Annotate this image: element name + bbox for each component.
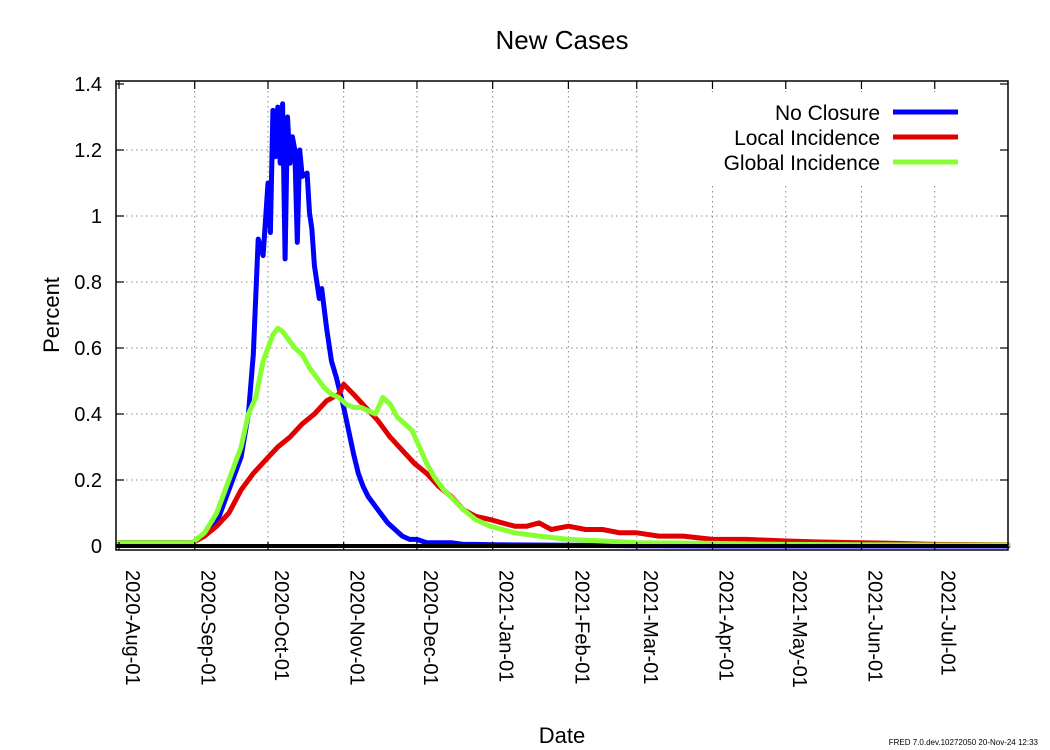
legend-label-2: Local Incidence <box>734 127 880 150</box>
y-tick-label: 0.8 <box>74 272 102 294</box>
x-axis-label: Date <box>539 723 585 748</box>
y-axis-label: Percent <box>39 277 64 353</box>
y-tick-label: 0.2 <box>74 470 102 492</box>
y-tick-label: 1.4 <box>74 74 102 96</box>
y-tick-label: 1.2 <box>74 140 102 162</box>
y-tick-label: 0 <box>91 536 102 558</box>
footer-credit: FRED 7.0.dev.10272050 20-Nov-24 12:33 <box>889 738 1039 747</box>
x-tick-label: 2021-May-01 <box>788 570 810 688</box>
x-tick-label: 2020-Oct-01 <box>270 570 292 681</box>
y-tick-label: 0.4 <box>74 404 102 426</box>
legend-label-3: Global Incidence <box>724 152 880 175</box>
x-tick-label: 2021-Jun-01 <box>863 570 885 682</box>
x-tick-label: 2021-Feb-01 <box>570 570 592 685</box>
y-tick-label: 1 <box>91 206 102 228</box>
x-tick-label: 2020-Nov-01 <box>346 570 368 686</box>
x-tick-label: 2021-Apr-01 <box>714 570 736 681</box>
x-tick-label: 2021-Mar-01 <box>639 570 661 685</box>
legend-label-1: No Closure <box>775 102 880 125</box>
series-line-3 <box>116 325 1011 548</box>
y-tick-label: 0.6 <box>74 338 102 360</box>
x-tick-label: 2020-Sep-01 <box>197 570 219 686</box>
x-tick-label: 2021-Jul-01 <box>937 570 959 676</box>
x-tick-label: 2021-Jan-01 <box>495 570 517 682</box>
plot-frame <box>115 80 1009 551</box>
x-tick-label: 2020-Dec-01 <box>419 570 441 686</box>
grid-layer <box>116 81 1008 550</box>
series-layer <box>116 101 1011 549</box>
x-tick-label: 2020-Aug-01 <box>121 570 143 686</box>
tick-layer: 0 0.2 0.4 0.6 0.8 1 1.2 1.4 2020-Aug-01 2020-Sep-… <box>74 74 1008 688</box>
chart-title: New Cases <box>496 25 629 55</box>
